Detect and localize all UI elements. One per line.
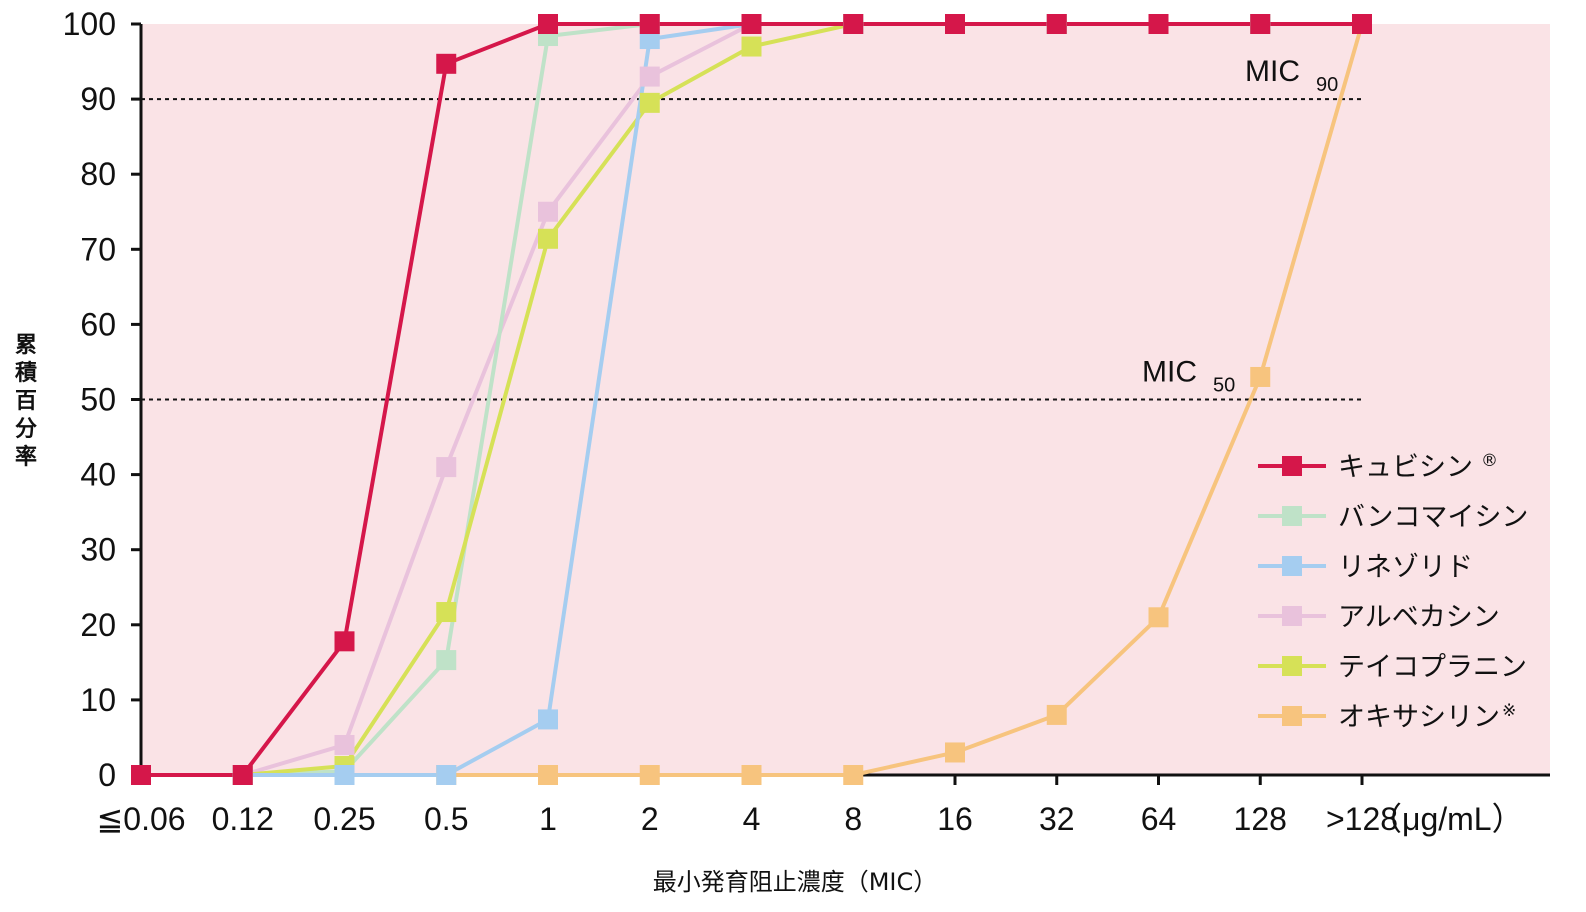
x-tick-label: 1 [539, 801, 557, 837]
data-point [639, 765, 660, 785]
y-tick-label: 70 [80, 231, 116, 267]
y-tick-label: 40 [80, 457, 116, 493]
legend-marker [1282, 706, 1302, 726]
data-point [1250, 366, 1271, 387]
x-tick-label: 0.25 [313, 801, 375, 837]
y-axis-label: 累積百分率 [15, 333, 38, 470]
legend-marker [1282, 456, 1302, 476]
data-point [843, 14, 864, 34]
legend-label: テイコプラニン [1338, 652, 1527, 683]
data-point [945, 14, 965, 34]
data-point [436, 650, 457, 671]
legend-item: リネゾリド [1258, 552, 1473, 583]
data-point [945, 742, 965, 763]
x-tick-label: 128 [1234, 801, 1287, 837]
data-point [131, 765, 151, 785]
y-tick-label: 60 [80, 306, 116, 342]
y-tick-label: 80 [80, 156, 116, 192]
legend-item: アルベカシン [1258, 602, 1500, 633]
legend-item: バンコマイシン [1258, 502, 1528, 533]
legend-label: リネゾリド [1338, 552, 1473, 583]
data-point [436, 457, 457, 478]
data-point [538, 709, 558, 730]
legend-label: オキサシリン ※ [1338, 701, 1516, 733]
data-point [538, 14, 558, 34]
legend-label: キュビシン ® [1338, 451, 1498, 483]
x-axis-label: 最小発育阻止濃度（MIC） [653, 868, 938, 896]
y-tick-label: 10 [80, 682, 116, 718]
legend-label: バンコマイシン [1338, 502, 1528, 533]
series-markers-5 [131, 14, 1372, 785]
reference-lines: MIC 90 MIC 50 [141, 55, 1362, 401]
data-point [1148, 14, 1169, 34]
legend-item: キュビシン ® [1258, 451, 1498, 483]
data-point [436, 53, 457, 74]
data-point [436, 602, 457, 623]
data-point [639, 66, 660, 87]
series-markers [131, 14, 1372, 785]
data-point [334, 734, 355, 755]
legend-label: アルベカシン [1338, 602, 1500, 633]
data-point [741, 36, 762, 57]
legend-marker [1282, 606, 1302, 626]
data-point [1352, 14, 1372, 34]
x-tick-label: 2 [641, 801, 659, 837]
x-tick-label: 0.12 [212, 801, 274, 837]
y-tick-label: 50 [80, 382, 116, 418]
data-point [639, 14, 660, 34]
reference-subscript-50: 50 [1213, 375, 1235, 397]
legend-item: オキサシリン ※ [1258, 701, 1516, 733]
legend-marker [1282, 556, 1302, 576]
data-point [334, 631, 355, 652]
reference-label-90: MIC [1245, 55, 1300, 88]
x-tick-label: 32 [1039, 801, 1075, 837]
data-point [538, 765, 558, 785]
legend-item: テイコプラニン [1258, 652, 1527, 683]
data-point [843, 765, 864, 785]
series-line-0 [446, 23, 1364, 777]
y-tick-labels: 0 10 20 30 40 50 60 70 80 90 100 [63, 6, 116, 793]
data-point [1046, 704, 1067, 725]
data-point [741, 14, 762, 34]
data-point [639, 92, 660, 113]
legend-marker [1282, 506, 1302, 526]
y-tick-label: 30 [80, 532, 116, 568]
x-tick-labels: ≦0.06 0.12 0.25 0.5 1 2 4 8 16 32 64 128 >128 [96, 801, 1398, 837]
x-tick-label: 8 [844, 801, 862, 837]
data-point [1148, 607, 1169, 628]
reference-subscript-90: 90 [1316, 74, 1338, 96]
data-point [232, 765, 253, 785]
x-tick-label: 0.5 [424, 801, 468, 837]
legend-marker [1282, 656, 1302, 676]
data-point [538, 201, 558, 222]
x-tick-label: 4 [743, 801, 761, 837]
data-point [741, 765, 762, 785]
reference-label-50: MIC [1142, 356, 1197, 389]
data-point [436, 765, 457, 785]
x-tick-label: >128 [1326, 801, 1398, 837]
x-tick-label: ≦0.06 [96, 801, 185, 837]
data-point [334, 765, 355, 785]
data-point [1250, 14, 1271, 34]
y-tick-label: 100 [63, 6, 116, 42]
x-unit-label: （μg/mL） [1370, 801, 1524, 837]
x-tick-label: 64 [1141, 801, 1177, 837]
x-tick-label: 16 [937, 801, 973, 837]
y-tick-label: 20 [80, 607, 116, 643]
data-point [639, 29, 660, 50]
y-tick-label: 90 [80, 81, 116, 117]
data-point [1046, 14, 1067, 34]
y-tick-label: 0 [98, 757, 116, 793]
data-point [538, 228, 558, 249]
